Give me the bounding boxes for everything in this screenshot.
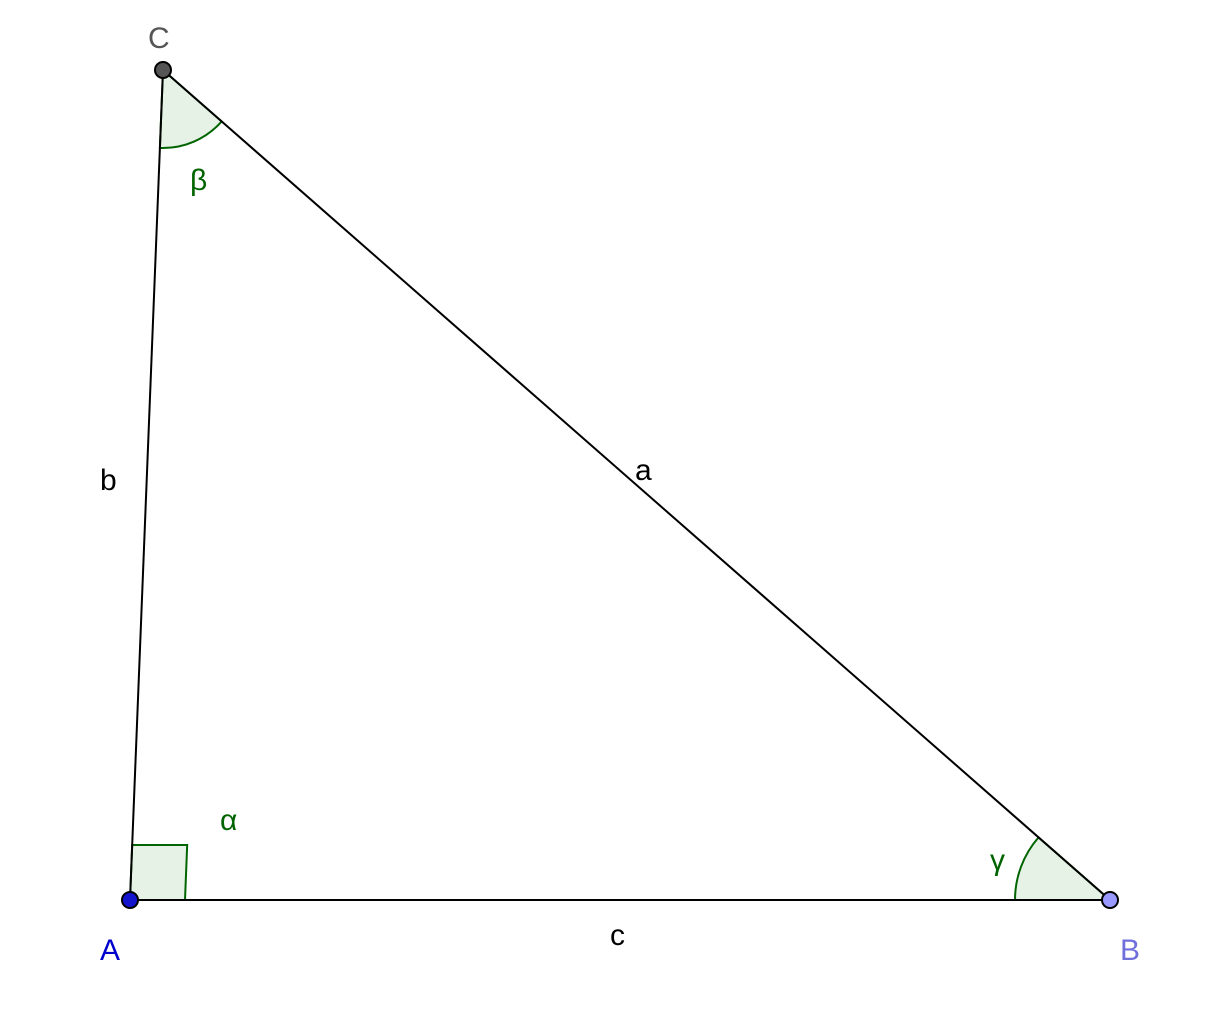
side-label-a: a (635, 454, 652, 487)
vertex-label-C: C (148, 22, 170, 55)
vertex-B (1102, 892, 1118, 908)
angle-α (130, 845, 187, 900)
vertex-C (155, 62, 171, 78)
vertex-label-B: B (1120, 934, 1140, 967)
angle-label-alpha: α (220, 804, 237, 837)
side-label-b: b (100, 464, 117, 497)
triangle-diagram: A B Ca b c α β γ (0, 0, 1218, 1025)
angle-label-beta: β (190, 164, 207, 197)
edge-b (130, 70, 163, 900)
angle-label-gamma: γ (990, 844, 1005, 877)
vertex-A (122, 892, 138, 908)
angle-β (160, 70, 222, 148)
side-label-c: c (610, 919, 625, 952)
angle-γ (1015, 837, 1110, 900)
vertex-label-A: A (100, 934, 120, 967)
